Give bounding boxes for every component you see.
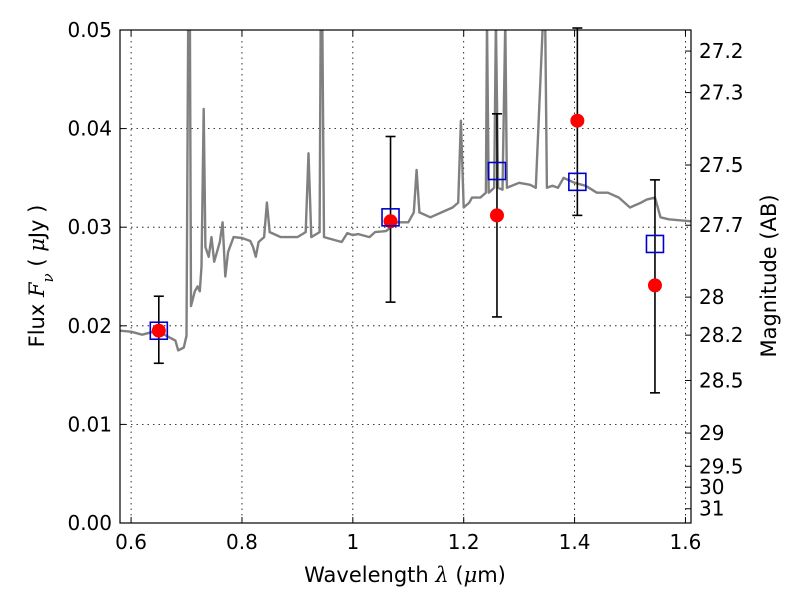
magnitude-tick-label: 28 <box>699 285 724 309</box>
magnitude-tick-label: 29.5 <box>699 454 744 478</box>
y-tick-label: 0.01 <box>67 412 112 436</box>
observed-points <box>151 113 662 338</box>
magnitude-tick-label: 27.7 <box>699 213 744 237</box>
x-tick-label: 1 <box>346 530 359 554</box>
y-tick-label: 0.02 <box>67 314 112 338</box>
x-tick-label: 1.6 <box>670 530 702 554</box>
model-point <box>149 321 169 341</box>
model-photometry-points <box>149 161 665 341</box>
model-point <box>645 234 665 254</box>
magnitude-tick-label: 29 <box>699 421 724 445</box>
observed-point <box>647 278 662 293</box>
error-bars <box>153 27 660 394</box>
observed-point <box>489 208 504 223</box>
magnitude-tick-label: 28.2 <box>699 323 744 347</box>
magnitude-tick-label: 27.2 <box>699 39 744 63</box>
axis-ticks <box>120 29 691 524</box>
magnitude-tick-label: 27.5 <box>699 153 744 177</box>
magnitude-tick-label: 30 <box>699 475 724 499</box>
observed-point <box>151 323 166 338</box>
right-axis-label: Magnitude (AB) <box>757 194 781 357</box>
x-tick-label: 0.8 <box>226 530 258 554</box>
plot-frame <box>119 29 692 524</box>
grid-lines <box>120 30 691 523</box>
y-tick-label: 0.05 <box>67 18 112 42</box>
observed-point <box>570 113 585 128</box>
model-point <box>381 208 400 227</box>
model-spectrum <box>120 30 691 352</box>
observed-point <box>383 214 398 229</box>
x-tick-label: 1.4 <box>559 530 591 554</box>
model-point <box>487 161 507 181</box>
spectrum-line <box>120 30 691 352</box>
x-tick-labels: 0.6 0.8 1 1.2 1.4 1.6 <box>115 530 701 554</box>
y-tick-labels: 0.00 0.01 0.02 0.03 0.04 0.05 <box>67 18 112 535</box>
x-axis-label: Wavelength λ (μm) <box>304 563 506 587</box>
magnitude-tick-label: 28.5 <box>699 368 744 392</box>
y-tick-label: 0.00 <box>67 511 112 535</box>
y-tick-label: 0.03 <box>67 215 112 239</box>
x-tick-label: 1.2 <box>448 530 480 554</box>
y-axis-label: Flux Fν ( μJy ) <box>25 205 57 348</box>
magnitude-tick-label: 27.3 <box>699 81 744 105</box>
x-tick-label: 0.6 <box>115 530 147 554</box>
y-tick-label: 0.04 <box>67 117 112 141</box>
model-point <box>568 172 587 192</box>
magnitude-tick-label: 31 <box>699 497 724 521</box>
